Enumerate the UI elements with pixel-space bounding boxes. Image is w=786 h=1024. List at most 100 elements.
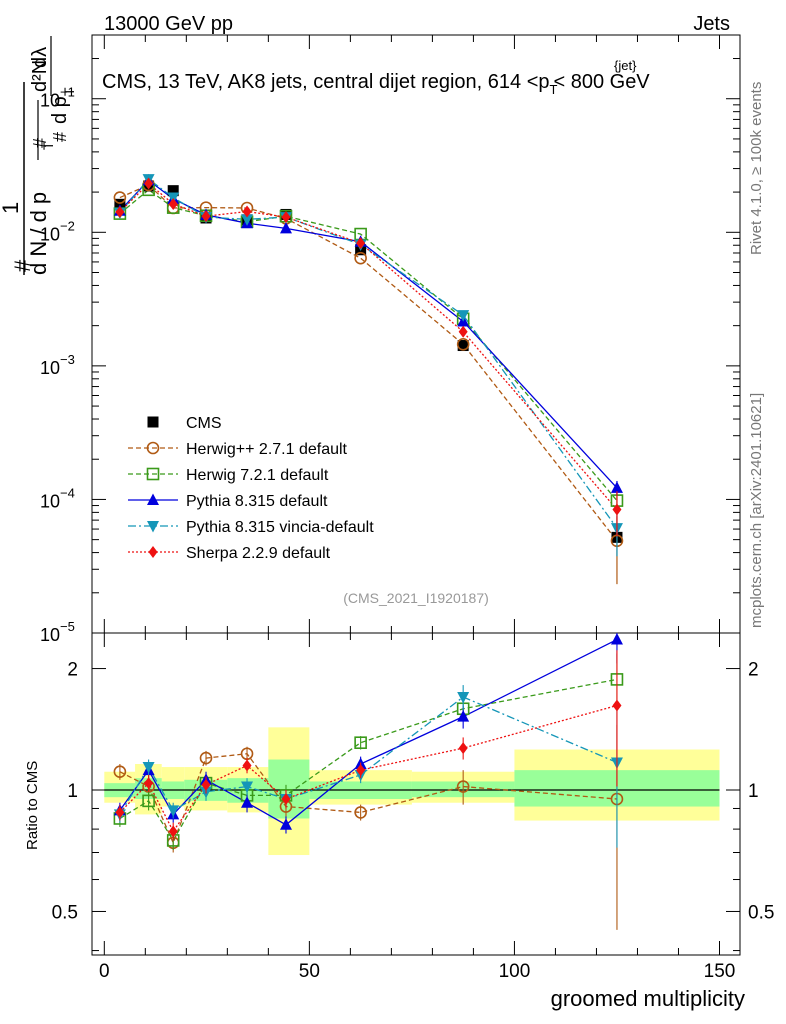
title-post: < 800 GeV (553, 71, 650, 93)
series-line-4 (119, 182, 618, 510)
ylabel-hash-top: # (30, 138, 50, 148)
cms-point (457, 340, 469, 352)
process-label: Jets (693, 13, 730, 35)
legend-marker-1 (146, 467, 160, 481)
main-plot-area (113, 173, 624, 585)
y-tick-label-exp: −5 (60, 619, 75, 634)
y-tick-label-exp: −4 (60, 485, 75, 500)
ratio-point-0 (354, 806, 367, 819)
series-point-0 (456, 338, 470, 351)
ylabel-hash-left: # (10, 259, 35, 272)
y-tick-label: 10 (40, 224, 60, 244)
ratio-line-3 (119, 696, 618, 815)
y-tick-label-exp: −3 (60, 352, 75, 367)
ratio-y-tick-label-left: 2 (67, 660, 78, 681)
series-point-3 (241, 214, 254, 226)
ylabel-num-dp: d p (49, 96, 71, 124)
ratio-y-tick-label-right: 1 (748, 781, 759, 802)
ratio-point-0 (199, 751, 213, 765)
ratio-y-tick-label-left: 1 (67, 781, 78, 802)
main-title: CMS, 13 TeV, AK8 jets, central dijet reg… (102, 58, 650, 97)
title-text: CMS, 13 TeV, AK8 jets, central dijet reg… (102, 71, 538, 93)
ratio-y-tick-label-right: 0.5 (748, 902, 774, 923)
ratio-point-2 (610, 633, 623, 645)
series-point-4 (281, 211, 291, 224)
ratio-point-4 (242, 759, 252, 772)
main-axis-ticks: 10−110−210−310−410−5 (40, 35, 740, 645)
energy-label: 13000 GeV pp (104, 13, 233, 35)
series-point-4 (612, 503, 622, 516)
ratio-y-tick-label-left: 0.5 (52, 902, 78, 923)
y-tick-label-exp: −2 (60, 218, 75, 233)
ratio-point-4 (458, 742, 468, 755)
series-point-3 (457, 310, 470, 322)
ratio-ylabel: Ratio to CMS (24, 761, 41, 850)
main-ylabel: # 1 # d N / d p T # d p T d²N dλ (0, 36, 77, 275)
series-point-4 (144, 177, 154, 190)
ratio-plot-area (104, 633, 720, 930)
series-point-2 (610, 481, 623, 493)
legend-marker-3 (147, 521, 159, 533)
ratio-point-4 (144, 777, 154, 790)
legend-cms-label: CMS (186, 415, 222, 432)
ylabel-num-d2: d²N (29, 60, 51, 92)
legend-herwig7-label: Herwig 7.2.1 default (186, 467, 329, 484)
legend-marker-2 (147, 493, 159, 505)
ratio-frame (91, 632, 741, 956)
ratio-point-3 (241, 781, 254, 794)
ratio-point-3 (457, 692, 470, 704)
ratio-point-2 (279, 818, 292, 830)
series-line-0 (119, 184, 618, 542)
ratio-point-2 (241, 796, 254, 808)
ylabel-denominator: d N / d p (26, 192, 51, 275)
y-tick-label: 10 (40, 491, 60, 511)
ratio-point-4 (281, 792, 291, 805)
legend-herwigpp-label: Herwig++ 2.7.1 default (186, 441, 348, 458)
ratio-point-0 (113, 765, 127, 779)
legend-vincia-label: Pythia 8.315 vincia-default (186, 519, 374, 536)
series-point-4 (168, 197, 178, 210)
x-tick-label: 0 (99, 961, 110, 982)
svg-text:CMS, 13 TeV, AK8 jets, central: CMS, 13 TeV, AK8 jets, central dijet reg… (102, 71, 650, 97)
ratio-axis-ticks: 0.5 0.5 1 1 2 2 0 50 100 150 (52, 633, 774, 982)
series-line-3 (119, 178, 618, 529)
ratio-point-4 (168, 825, 178, 838)
y-tick-label-exp: −1 (60, 85, 75, 100)
ratio-point-1 (354, 736, 367, 749)
ratio-point-4 (115, 806, 125, 819)
x-tick-label: 50 (299, 961, 320, 982)
ylabel-one: 1 (0, 202, 23, 214)
x-tick-label: 100 (499, 961, 531, 982)
main-frame (91, 34, 741, 634)
rivet-label: Rivet 4.1.0, ≥ 100k events (748, 82, 765, 255)
ratio-point-4 (612, 699, 622, 712)
series-point-2 (279, 221, 292, 234)
analysis-tag: (CMS_2021_I1920187) (343, 590, 489, 606)
title-sup: {jet} (614, 58, 637, 73)
cms-point (167, 185, 179, 197)
series-line-1 (119, 188, 618, 502)
ylabel-num-hash: # (50, 132, 70, 142)
ratio-point-4 (356, 764, 366, 777)
ratio-point-3 (142, 762, 155, 774)
y-tick-label: 10 (40, 625, 60, 645)
legend: CMS Herwig++ 2.7.1 default Herwig 7.2.1 … (128, 415, 374, 562)
legend-marker-0 (146, 441, 160, 455)
ylabel-num-dl: dλ (29, 47, 51, 68)
legend-marker-4 (148, 546, 158, 558)
ratio-point-3 (167, 805, 180, 817)
series-point-4 (201, 210, 211, 223)
y-tick-label: 10 (40, 91, 60, 111)
ratio-point-2 (457, 710, 470, 722)
y-tick-label: 10 (40, 358, 60, 378)
ratio-y-tick-label-right: 2 (748, 660, 759, 681)
ratio-line-1 (119, 678, 618, 842)
ylabel-num-dp-sub: T (61, 87, 77, 96)
ylabel-den-sub: T (40, 141, 56, 150)
series-point-4 (458, 325, 468, 338)
ratio-point-4 (201, 778, 211, 791)
mcplots-label: mcplots.cern.ch [arXiv:2401.10621] (748, 393, 765, 628)
legend-cms-marker (147, 416, 159, 428)
series-point-4 (356, 237, 366, 250)
